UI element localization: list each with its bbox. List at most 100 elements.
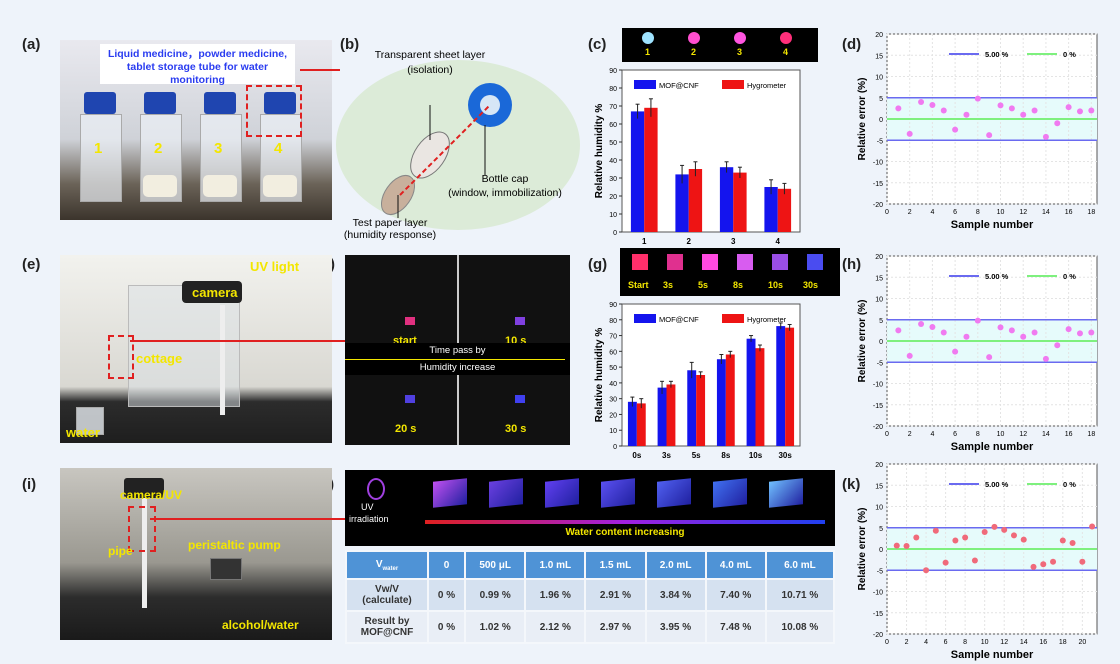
data-point <box>1030 563 1037 570</box>
yellow-arrow <box>345 359 565 360</box>
strip-label: 4 <box>783 47 789 57</box>
color-dot <box>780 32 792 44</box>
data-point <box>1054 342 1061 349</box>
y-tick-label: 20 <box>875 462 883 469</box>
color-square <box>632 254 648 270</box>
sample-tile <box>657 478 691 508</box>
x-axis-label: Sample number <box>951 219 1034 231</box>
y-tick-label: 60 <box>609 122 617 129</box>
bar-MOF@CNF <box>764 187 778 232</box>
data-point <box>1069 540 1076 547</box>
vial-cap <box>264 92 296 114</box>
data-point <box>952 348 959 355</box>
data-point <box>1088 329 1095 336</box>
data-point <box>1054 120 1061 127</box>
data-point <box>1079 558 1086 565</box>
y-tick-label: -20 <box>873 202 883 209</box>
panel-label-g: (g) <box>588 256 608 273</box>
x-axis-label: Sample number <box>951 649 1034 661</box>
data-point <box>963 111 970 118</box>
y-tick-label: 0 <box>879 339 883 346</box>
data-point <box>971 557 978 564</box>
pump-photo: camera/UV pipe peristaltic pump alcohol/… <box>60 468 332 640</box>
y-tick-label: 10 <box>875 75 883 82</box>
data-point <box>952 537 959 544</box>
time-20s: 20 s <box>395 423 417 435</box>
data-point <box>932 527 939 534</box>
data-point <box>1089 523 1096 530</box>
data-point <box>986 132 993 139</box>
y-tick-label: 5 <box>879 526 883 533</box>
y-tick-label: 0 <box>613 444 617 451</box>
data-point <box>940 329 947 336</box>
bar-Hygrometer <box>666 384 676 446</box>
y-tick-label: 5 <box>879 318 883 325</box>
data-point <box>1008 105 1015 112</box>
y-axis-label: Relative humidity % <box>594 104 605 199</box>
x-tick-label: 0 <box>885 639 889 646</box>
pipe-label: pipe <box>108 544 133 558</box>
red-arrow <box>150 518 345 520</box>
bar-Hygrometer <box>644 107 658 232</box>
panel-label-i: (i) <box>22 476 37 493</box>
y-tick-label: -15 <box>873 403 883 410</box>
red-arrow <box>130 340 345 342</box>
y-axis-label: Relative error (%) <box>857 508 868 591</box>
y-tick-label: 20 <box>609 194 617 201</box>
y-tick-label: 80 <box>609 86 617 93</box>
x-tick-label: 18 <box>1059 639 1067 646</box>
legend-swatch <box>634 80 656 89</box>
x-tick-label: 4 <box>776 237 781 246</box>
data-point <box>1065 326 1072 333</box>
strip-label: 5s <box>698 280 709 290</box>
water-content-strip: UV irradiation Water content increasing <box>345 470 835 546</box>
bar-Hygrometer <box>755 348 765 446</box>
vial-content <box>263 175 297 197</box>
data-point <box>991 523 998 530</box>
x-tick-label: 1 <box>642 237 647 246</box>
panel-label-e: (e) <box>22 256 41 273</box>
y-tick-label: 10 <box>609 212 617 219</box>
arrow-label: Water content increasing <box>565 527 685 538</box>
data-point <box>963 333 970 340</box>
y-tick-label: -5 <box>877 568 883 575</box>
chart-h: 0 2 4 6 8 10 12 14 16 18 -20 -15 -10 -5 0 5 10 15 20 5.00 %… <box>857 254 1098 453</box>
data-point <box>974 95 981 102</box>
data-point <box>929 101 936 108</box>
data-point <box>1001 526 1008 533</box>
data-point <box>1020 111 1027 118</box>
legend-label: Hygrometer <box>747 81 787 90</box>
panel-label-d: (d) <box>842 36 862 53</box>
bar-MOF@CNF <box>657 387 667 446</box>
vial-cap <box>84 92 116 114</box>
y-tick-label: 20 <box>875 254 883 261</box>
data-point <box>906 130 913 137</box>
red-arrow <box>300 69 340 71</box>
bar-Hygrometer <box>725 354 735 446</box>
solvent-label: alcohol/water <box>222 618 299 632</box>
legend-label: 5.00 % <box>985 50 1009 59</box>
data-point <box>903 543 910 550</box>
vials-caption: Liquid medicine，powder medicine, tablet … <box>100 44 295 86</box>
legend-label: Hygrometer <box>747 315 787 324</box>
y-tick-label: -15 <box>873 181 883 188</box>
x-tick-label: 10 <box>981 639 989 646</box>
paper-sub-label: (humidity response) <box>344 229 436 240</box>
time-30s: 30 s <box>505 423 527 435</box>
bar-MOF@CNF <box>675 174 689 232</box>
legend-label: 5.00 % <box>985 480 1009 489</box>
table-row: Result by MOF@CNF 0 % 1.02 % 2.12 % 2.97 % 3.… <box>345 610 836 644</box>
cap-sub-label: (window, immobilization) <box>448 187 562 199</box>
x-tick-label: 0s <box>632 451 641 460</box>
vial-number: 3 <box>214 140 223 157</box>
legend-label: 5.00 % <box>985 272 1009 281</box>
sample-tile <box>545 478 579 508</box>
y-tick-label: 0 <box>879 117 883 124</box>
data-point <box>1010 532 1017 539</box>
data-point <box>952 126 959 133</box>
legend-label: MOF@CNF <box>659 315 699 324</box>
sample-tile <box>601 478 635 508</box>
y-tick-label: 15 <box>875 53 883 60</box>
arrow-label-2: Humidity increase <box>419 362 496 373</box>
